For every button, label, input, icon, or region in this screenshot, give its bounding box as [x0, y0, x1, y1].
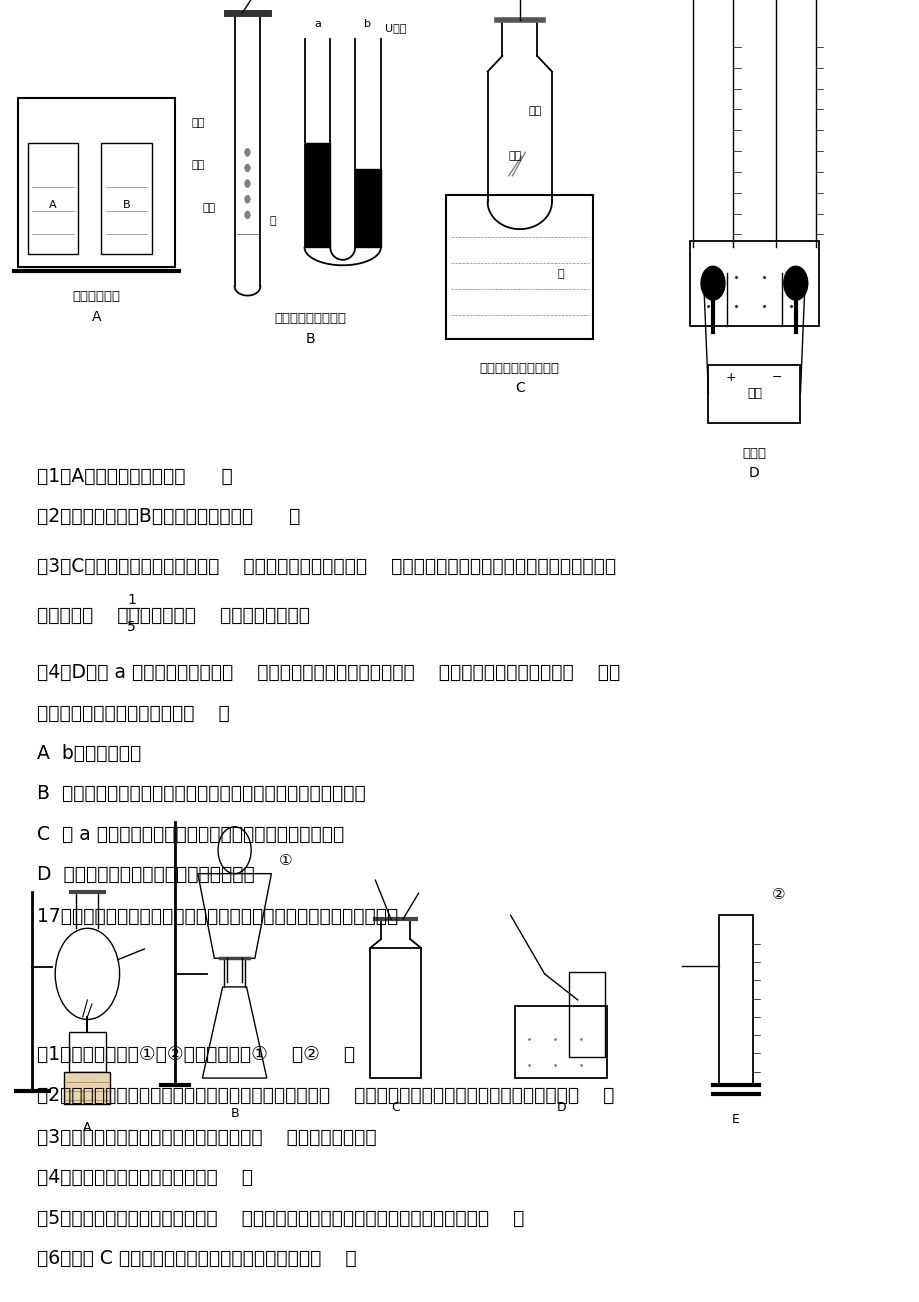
Text: A: A [83, 1121, 92, 1134]
Bar [718, 915, 753, 1085]
Circle shape [244, 195, 250, 203]
Text: 水: 水 [269, 216, 276, 227]
Text: 气瓶容积的    ，可能的原因是    （填一条即可）。: 气瓶容积的 ，可能的原因是 （填一条即可）。 [37, 605, 310, 625]
Bar [28, 143, 78, 254]
Text: 5: 5 [127, 620, 136, 634]
Text: ①: ① [278, 853, 291, 868]
Text: B: B [230, 1107, 239, 1120]
Bar [69, 1032, 106, 1072]
Text: （4）验证该气体是氧气的方法是：    。: （4）验证该气体是氧气的方法是： 。 [37, 1168, 253, 1187]
Text: （3）若要收集一瓶比较纯净的氧气，应选择    装置（填字母）。: （3）若要收集一瓶比较纯净的氧气，应选择 装置（填字母）。 [37, 1128, 376, 1147]
Text: （5）若用过氧化氢制氧气，应选择    （填字母）装置，反应的方程式（文字或化学式）    。: （5）若用过氧化氢制氧气，应选择 （填字母）装置，反应的方程式（文字或化学式） … [37, 1208, 524, 1228]
Circle shape [244, 148, 250, 156]
Circle shape [700, 267, 724, 301]
Text: U型管: U型管 [385, 22, 406, 33]
Text: 空气: 空气 [528, 105, 541, 116]
Bar [369, 948, 420, 1078]
Text: ②: ② [771, 887, 785, 902]
Bar [515, 1006, 607, 1078]
Text: 1: 1 [127, 592, 136, 607]
Circle shape [244, 211, 250, 219]
Text: 列对该实验的有关说法正确的是    。: 列对该实验的有关说法正确的是 。 [37, 703, 230, 723]
Bar [64, 1072, 110, 1104]
Text: 水: 水 [557, 270, 563, 279]
Text: +: + [725, 371, 736, 384]
Text: A: A [49, 201, 57, 210]
Circle shape [244, 180, 250, 187]
Text: a: a [313, 18, 321, 29]
Text: B  反应一段时间，可以观察到中间漏斗内的液面高于两边的液面: B 反应一段时间，可以观察到中间漏斗内的液面高于两边的液面 [37, 784, 365, 803]
Text: 空气里氧气含量的测定: 空气里氧气含量的测定 [480, 362, 559, 375]
Text: 铁丝在空气中的变化: 铁丝在空气中的变化 [274, 312, 346, 326]
Polygon shape [304, 143, 330, 247]
Circle shape [244, 164, 250, 172]
Text: D: D [556, 1101, 565, 1115]
Text: （6）若用 C 装置收集氧气，如何证明氧气已集满瓶？    。: （6）若用 C 装置收集氧气，如何证明氧气已集满瓶？ 。 [37, 1249, 356, 1268]
Text: A: A [92, 310, 101, 324]
Text: C: C [391, 1101, 400, 1115]
Text: （2）放置一周后，B实验观察到的现象是      。: （2）放置一周后，B实验观察到的现象是 。 [37, 506, 300, 526]
Text: A  b为电源的正极: A b为电源的正极 [37, 743, 141, 763]
Circle shape [783, 267, 807, 301]
Bar [101, 143, 152, 254]
Bar [708, 365, 800, 423]
Text: C  管 a 做如图改进后，有利于用带火星的木条检验该气体: C 管 a 做如图改进后，有利于用带火星的木条检验该气体 [37, 824, 344, 844]
Text: 铁丝: 铁丝 [203, 203, 216, 214]
Text: D: D [748, 466, 759, 480]
Text: 电源: 电源 [746, 388, 761, 400]
Text: 氨分子的运动: 氨分子的运动 [73, 290, 120, 303]
Text: B: B [305, 332, 315, 346]
Bar [568, 971, 605, 1057]
Text: （3）C中盛放红磷的仪器的名称是    ，该反应的符号表达式为    ，实验结束后，进入集气瓶中水的体积小于集: （3）C中盛放红磷的仪器的名称是 ，该反应的符号表达式为 ，实验结束后，进入集气… [37, 556, 615, 575]
Text: （4）D实验 a 管中的气体的名称是    ，产生氧气与氢气的体积比约为    ，写出电解水的符号表达式    。下: （4）D实验 a 管中的气体的名称是 ，产生氧气与氢气的体积比约为 ，写出电解水… [37, 663, 619, 682]
Text: −: − [771, 371, 782, 384]
Polygon shape [355, 169, 380, 247]
Text: 溶液: 溶液 [191, 160, 204, 171]
Text: E: E [732, 1113, 739, 1126]
Text: （1）A实验观察到的现象是      。: （1）A实验观察到的现象是 。 [37, 466, 233, 486]
Text: 酚酞: 酚酞 [191, 118, 204, 128]
Bar [446, 195, 593, 339]
Text: （1）写出图中标有①、②的仪器名称：①    ，②    。: （1）写出图中标有①、②的仪器名称：① ，② 。 [37, 1044, 355, 1064]
Text: b: b [364, 18, 371, 29]
Bar [18, 98, 175, 267]
Text: 红磷: 红磷 [508, 151, 521, 161]
Text: B: B [122, 201, 130, 210]
Bar [689, 241, 818, 326]
Text: C: C [515, 381, 524, 396]
Text: 水电解: 水电解 [742, 447, 766, 460]
Text: （2）若用氯酸髮和二氧化锰制氧气，应选择的发生装置是    （填字母），反应的方程式（文字或化学式）    。: （2）若用氯酸髮和二氧化锰制氧气，应选择的发生装置是 （填字母），反应的方程式（… [37, 1086, 614, 1105]
Text: 17．实验室制取气体的装置如图所示，根据所学的知识回答下列问题：: 17．实验室制取气体的装置如图所示，根据所学的知识回答下列问题： [37, 906, 398, 926]
Text: D  该实验说明了水是由氢气和氧气组成的: D 该实验说明了水是由氢气和氧气组成的 [37, 865, 255, 884]
